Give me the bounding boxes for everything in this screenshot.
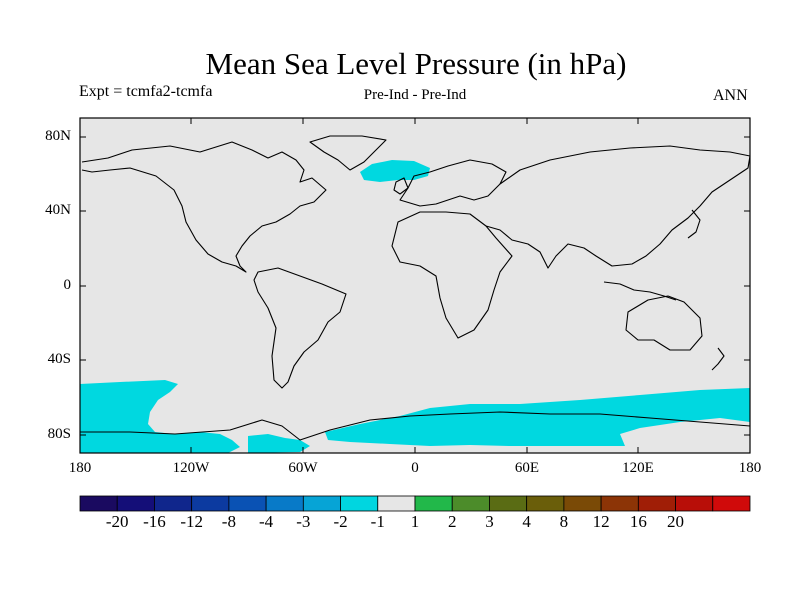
coast-new-zealand bbox=[711, 347, 725, 371]
colorbar-swatch bbox=[526, 495, 565, 512]
colorbar-label: -4 bbox=[259, 512, 274, 531]
colorbar-swatch bbox=[228, 495, 267, 512]
colorbar-label: -8 bbox=[221, 512, 236, 531]
colorbar-swatch bbox=[414, 495, 453, 512]
colorbar-label: -16 bbox=[143, 512, 166, 531]
colorbar-swatch bbox=[451, 495, 490, 512]
colorbar-swatch bbox=[377, 495, 416, 512]
colorbar-swatch bbox=[154, 495, 193, 512]
coast-south-america bbox=[253, 267, 347, 389]
colorbar-label: -3 bbox=[296, 512, 311, 531]
colorbar-label: -12 bbox=[180, 512, 203, 531]
coast-japan bbox=[687, 209, 701, 239]
colorbar-swatch bbox=[265, 495, 304, 512]
experiment-label: Expt = tcmfa2-tcmfa bbox=[79, 83, 213, 100]
colorbar-swatch bbox=[79, 495, 118, 512]
lon-label-120w: 120W bbox=[172, 460, 210, 476]
lon-label-0: 0 bbox=[411, 460, 419, 476]
southern-ocean-band-east bbox=[325, 388, 750, 446]
shaded-regions bbox=[80, 160, 750, 453]
colorbar-swatch bbox=[712, 495, 751, 512]
colorbar bbox=[79, 495, 751, 512]
coast-antarctica bbox=[80, 411, 751, 441]
coast-australia bbox=[625, 295, 703, 351]
colorbar-label: -2 bbox=[333, 512, 348, 531]
lat-label-40n: 40N bbox=[45, 202, 71, 218]
colorbar-label: -20 bbox=[105, 512, 129, 531]
coast-africa bbox=[391, 211, 513, 339]
southern-ocean-band-west bbox=[80, 380, 240, 453]
greenland-norwegian-sea-patch bbox=[360, 160, 430, 182]
colorbar-label: 4 bbox=[522, 512, 531, 531]
southern-ocean-band-mid bbox=[248, 434, 310, 453]
lat-label-80n: 80N bbox=[45, 128, 71, 144]
colorbar-swatch bbox=[340, 495, 379, 512]
colorbar-swatch bbox=[302, 495, 341, 512]
lon-label-180e: 180 bbox=[738, 460, 762, 476]
colorbar-swatch bbox=[563, 495, 602, 512]
colorbar-label: 1 bbox=[410, 512, 420, 531]
lon-label-60e: 60E bbox=[514, 460, 540, 476]
colorbar-label: 2 bbox=[447, 512, 457, 531]
colorbar-swatch bbox=[191, 495, 230, 512]
lon-label-60w: 60W bbox=[288, 460, 318, 476]
colorbar-label: -1 bbox=[370, 512, 385, 531]
chart-title: Mean Sea Level Pressure (in hPa) bbox=[205, 46, 627, 81]
colorbar-label: 8 bbox=[559, 512, 569, 531]
coast-europe bbox=[399, 159, 507, 207]
colorbar-label: 16 bbox=[629, 512, 647, 531]
coast-uk bbox=[393, 177, 409, 195]
lat-label-0: 0 bbox=[63, 277, 72, 293]
lat-label-80s: 80S bbox=[47, 426, 71, 442]
colorbar-swatch bbox=[675, 495, 714, 512]
coast-asia bbox=[485, 145, 751, 269]
colorbar-swatch bbox=[637, 495, 676, 512]
coastlines bbox=[80, 135, 751, 441]
coast-north-america bbox=[81, 141, 327, 273]
colorbar-label: 3 bbox=[485, 512, 494, 531]
colorbar-label: 20 bbox=[667, 512, 685, 531]
coast-greenland bbox=[309, 135, 387, 171]
colorbar-swatch bbox=[116, 495, 155, 512]
colorbar-label: 12 bbox=[592, 512, 610, 531]
colorbar-swatch bbox=[600, 495, 639, 512]
season-label: ANN bbox=[713, 87, 748, 104]
lat-label-40s: 40S bbox=[47, 351, 71, 367]
axis-ticks bbox=[80, 118, 750, 453]
lon-label-120e: 120E bbox=[622, 460, 654, 476]
period-label: Pre-Ind - Pre-Ind bbox=[363, 87, 467, 103]
lon-label-180w: 180 bbox=[68, 460, 92, 476]
colorbar-swatch bbox=[489, 495, 528, 512]
